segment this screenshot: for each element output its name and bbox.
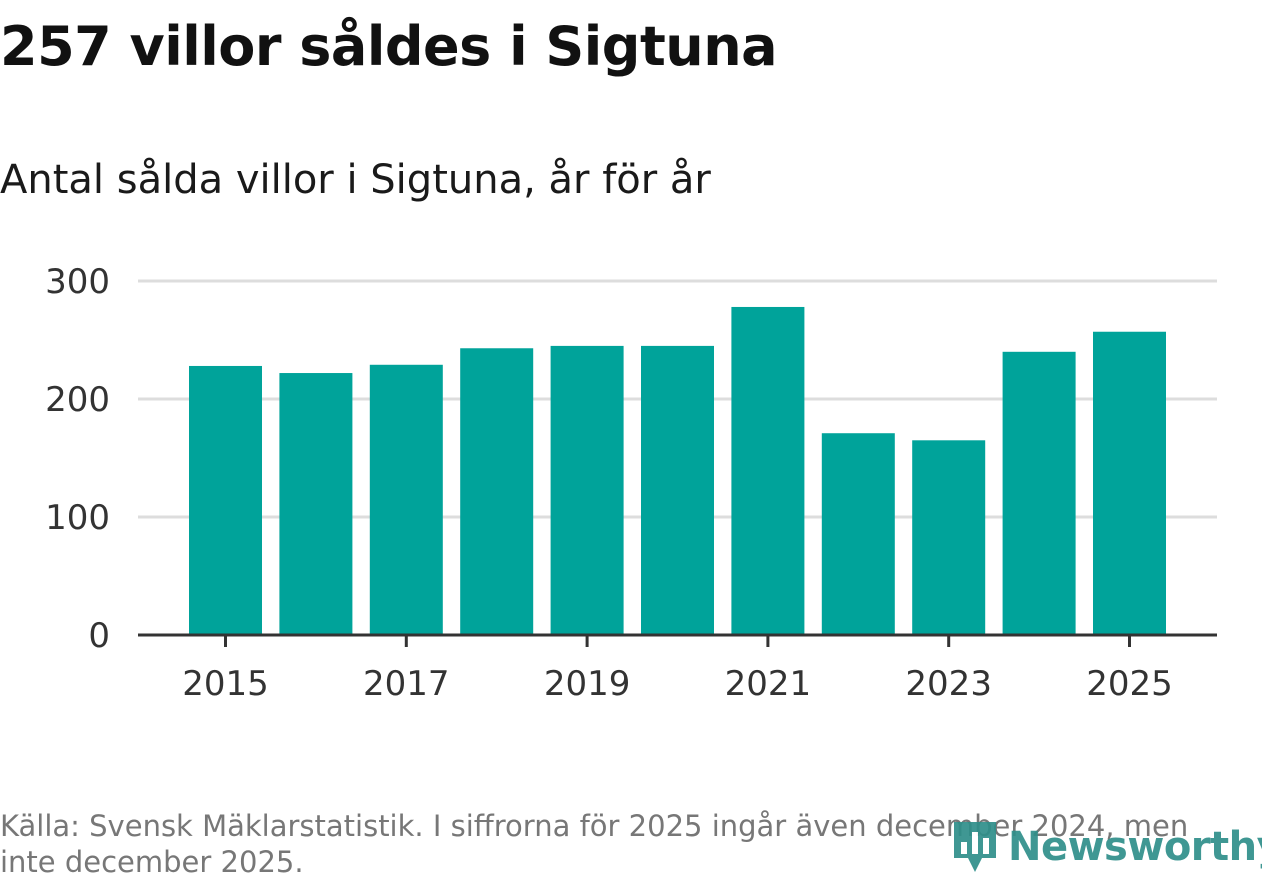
bar-2024 xyxy=(1002,351,1076,635)
y-tick-label: 0 xyxy=(88,616,110,656)
tick-labels: 0 100 200 300 2015 2017 2019 2021 2023 2025 xyxy=(45,262,1173,704)
bar-chart: 0 100 200 300 2015 2017 2019 2021 2023 2025 xyxy=(45,262,1217,704)
x-tick-label: 2025 xyxy=(1086,664,1173,704)
bar-chart-pin-icon xyxy=(954,822,996,872)
x-axis xyxy=(138,633,1217,647)
bar-2023 xyxy=(912,440,986,635)
bar-2018 xyxy=(460,348,534,635)
bar-2020 xyxy=(641,345,714,635)
x-tick-label: 2017 xyxy=(363,664,450,704)
bar-2016 xyxy=(279,373,353,635)
newsworthy-logo: Newsworthy xyxy=(950,818,1262,876)
bar-2019 xyxy=(550,345,624,635)
chart-subtitle: Antal sålda villor i Sigtuna, år för år xyxy=(0,157,711,203)
bar-2021 xyxy=(731,306,805,635)
bar-2015 xyxy=(189,365,262,635)
x-tick-label: 2021 xyxy=(725,664,812,704)
logo-text: Newsworthy xyxy=(1008,824,1262,870)
chart-title: 257 villor såldes i Sigtuna xyxy=(0,15,778,78)
bar-2025 xyxy=(1093,331,1166,635)
y-tick-label: 300 xyxy=(45,262,110,302)
y-tick-label: 100 xyxy=(45,498,110,538)
bar-2022 xyxy=(821,433,895,635)
bars xyxy=(189,306,1166,635)
x-tick-label: 2023 xyxy=(905,664,992,704)
bar-2017 xyxy=(369,364,443,635)
x-tick-label: 2015 xyxy=(182,664,269,704)
y-tick-label: 200 xyxy=(45,380,110,420)
x-tick-label: 2019 xyxy=(544,664,631,704)
